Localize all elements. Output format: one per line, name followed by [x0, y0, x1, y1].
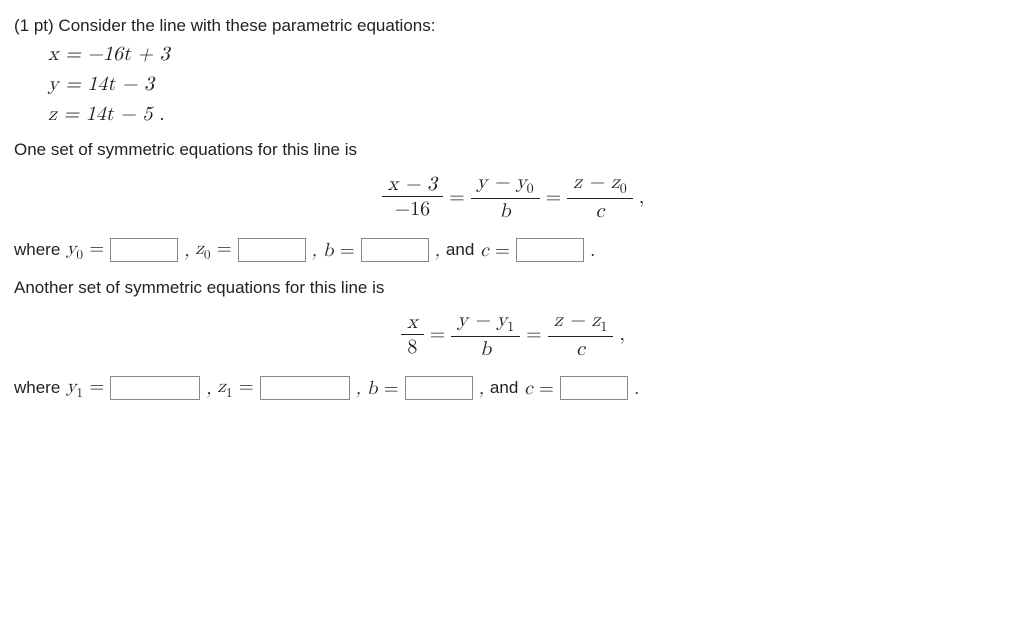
input-c1[interactable] [516, 238, 584, 262]
input-z0[interactable] [238, 238, 306, 262]
symmetric-eq-1: x − 3 −16 = y − y0 b = z − z0 c , [14, 170, 1010, 223]
eq-x: x = −16t + 3 [48, 42, 1010, 66]
points-label: (1 pt) [14, 16, 54, 35]
answer-row-1: where y0 = , z0 = , b = , and c = . [14, 237, 1010, 264]
frac-2a: x 8 [401, 310, 424, 359]
intro-text: Consider the line with these parametric … [58, 16, 435, 35]
symmetric-intro-2: Another set of symmetric equations for t… [14, 278, 1010, 298]
frac-1a: x − 3 −16 [382, 172, 443, 221]
frac-1b: y − y0 b [471, 170, 540, 223]
input-z1[interactable] [260, 376, 350, 400]
question-intro: (1 pt) Consider the line with these para… [14, 16, 1010, 36]
eq-z: z = 14t − 5 . [48, 102, 1010, 126]
frac-2c: z − z1 c [548, 308, 614, 361]
frac-2b: y − y1 b [451, 308, 520, 361]
input-b1[interactable] [361, 238, 429, 262]
input-y0[interactable] [110, 238, 178, 262]
frac-1c: z − z0 c [567, 170, 633, 223]
answer-row-2: where y1 = , z1 = , b = , and c = . [14, 375, 1010, 402]
symmetric-intro-1: One set of symmetric equations for this … [14, 140, 1010, 160]
eq-y: y = 14t − 3 [48, 72, 1010, 96]
input-y1[interactable] [110, 376, 200, 400]
symmetric-eq-2: x 8 = y − y1 b = z − z1 c , [14, 308, 1010, 361]
input-b2[interactable] [405, 376, 473, 400]
input-c2[interactable] [560, 376, 628, 400]
